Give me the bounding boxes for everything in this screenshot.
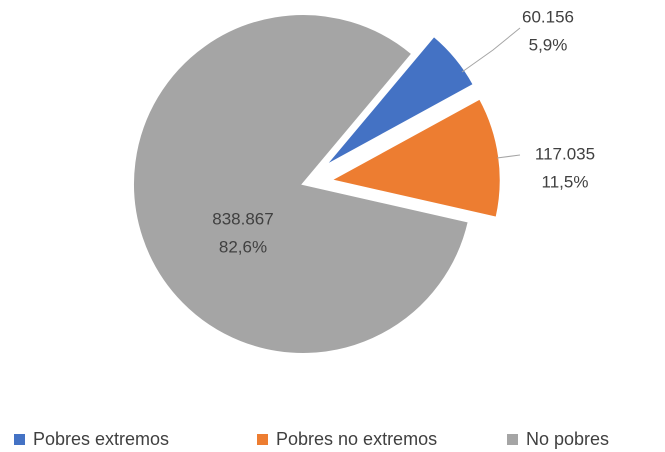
data-label: 60.156	[522, 7, 574, 26]
pie-slice	[327, 97, 502, 219]
legend-swatch	[14, 434, 25, 445]
percent-label: 11,5%	[542, 172, 589, 191]
percent-label: 82,6%	[219, 237, 267, 256]
leader-line	[461, 27, 521, 73]
legend-swatch	[257, 434, 268, 445]
leader-line	[496, 154, 521, 159]
legend-label: Pobres no extremos	[276, 429, 437, 449]
data-label: 838.867	[212, 209, 273, 228]
legend-label: No pobres	[526, 429, 609, 449]
data-label: 117.035	[535, 144, 595, 163]
percent-label: 5,9%	[529, 35, 568, 54]
legend-swatch	[507, 434, 518, 445]
legend-label: Pobres extremos	[33, 429, 169, 449]
pie-slice	[132, 13, 470, 355]
pie-slice	[323, 34, 476, 168]
